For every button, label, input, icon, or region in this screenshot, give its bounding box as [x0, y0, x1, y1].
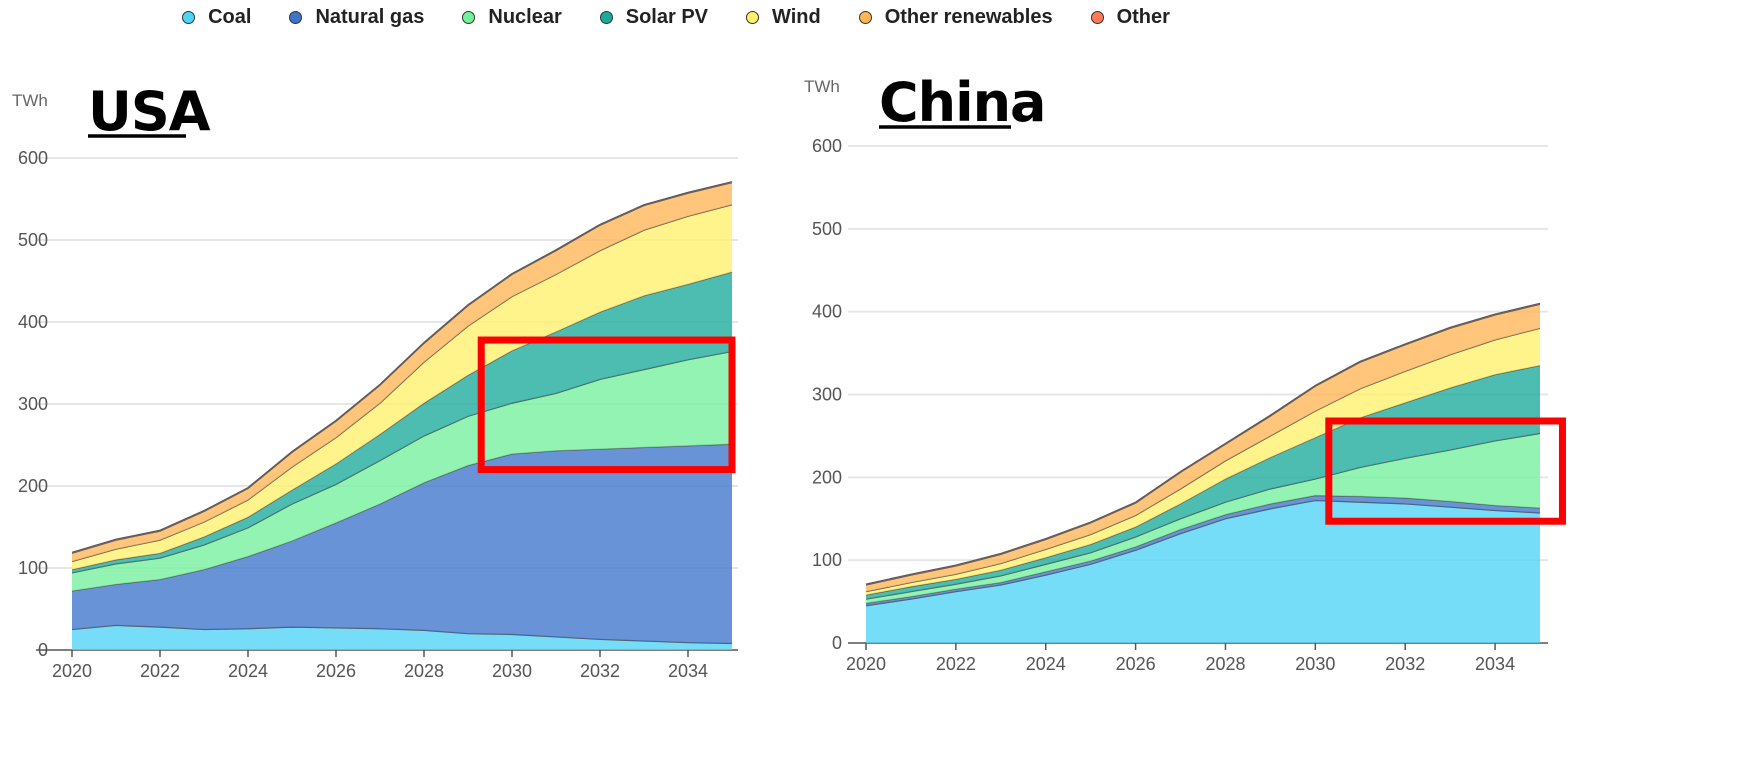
legend-label: Coal: [208, 6, 252, 28]
legend-label: Wind: [772, 6, 821, 28]
legend-item-other[interactable]: Other: [1090, 6, 1170, 29]
area-coal: [72, 625, 732, 650]
y-tick-label: 300: [18, 394, 48, 414]
series-line-other: [865, 302, 1541, 585]
legend-label: Other renewables: [884, 6, 1053, 28]
x-tick-label: 2024: [228, 661, 268, 681]
y-tick-label: 200: [18, 476, 48, 496]
area-solar-pv: [72, 271, 732, 573]
y-tick-label: 500: [812, 219, 842, 239]
chart-usa: 0 100 200 300 400 500 600 2020 2022 2024 2026 2028 2…: [12, 80, 738, 681]
legend-item-wind[interactable]: Wind: [746, 6, 821, 29]
y-tick-label: 400: [812, 302, 842, 322]
x-tick-label: 2032: [580, 661, 620, 681]
x-tick-label: 2020: [52, 661, 92, 681]
legend-swatch: [289, 11, 303, 24]
highlight-box: [477, 336, 736, 474]
y-tick-label: 500: [18, 230, 48, 250]
y-tick-label: 300: [812, 385, 842, 405]
area-other-renewables: [866, 304, 1540, 592]
legend-swatch: [462, 11, 476, 24]
area-wind: [866, 328, 1540, 595]
area-coal: [866, 500, 1540, 643]
area-nuclear: [866, 433, 1540, 604]
legend-swatch: [599, 11, 613, 24]
area-natural-gas: [72, 444, 732, 644]
x-tick-label: 2026: [1116, 654, 1156, 674]
legend-item-other-renewables[interactable]: Other renewables: [858, 6, 1053, 29]
x-tick-label: 2028: [1205, 654, 1245, 674]
legend-label: Other: [1116, 6, 1170, 28]
y-tick-label: 200: [812, 467, 842, 487]
chart-china: 0 100 200 300 400 500 600 2020 2022 2024 2026 2028 2…: [804, 71, 1566, 674]
y-tick-label: 0: [832, 633, 842, 653]
x-tick-label: 2022: [936, 654, 976, 674]
x-tick-label: 2028: [404, 661, 444, 681]
legend-item-natural-gas[interactable]: Natural gas: [289, 6, 424, 29]
y-axis-unit: TWh: [804, 77, 840, 96]
area-wind: [72, 204, 732, 570]
y-axis-unit: TWh: [12, 91, 48, 110]
x-tick-label: 2022: [140, 661, 180, 681]
y-tick-label: 100: [812, 550, 842, 570]
y-tick-label: 0: [38, 640, 48, 660]
legend-item-solar-pv[interactable]: Solar PV: [599, 6, 709, 29]
x-tick-label: 2020: [846, 654, 886, 674]
series-line-other: [71, 181, 733, 554]
legend-item-coal[interactable]: Coal: [182, 6, 251, 29]
legend-label: Natural gas: [315, 6, 425, 28]
legend-label: Nuclear: [488, 6, 562, 28]
area-nuclear: [72, 351, 732, 591]
x-tick-label: 2034: [1475, 654, 1515, 674]
x-tick-label: 2032: [1385, 654, 1425, 674]
y-tick-label: 100: [18, 558, 48, 578]
legend-label: Solar PV: [625, 6, 709, 28]
x-tick-label: 2030: [492, 661, 532, 681]
legend-item-nuclear[interactable]: Nuclear: [462, 6, 562, 29]
x-tick-label: 2026: [316, 661, 356, 681]
area-other-renewables: [72, 182, 732, 562]
x-tick-label: 2030: [1295, 654, 1335, 674]
legend-swatch: [858, 11, 872, 24]
legend-swatch: [746, 11, 760, 24]
y-tick-label: 600: [812, 136, 842, 156]
y-tick-label: 400: [18, 312, 48, 332]
chart-title: USA: [88, 80, 211, 143]
highlight-box: [1325, 417, 1566, 525]
y-tick-label: 600: [18, 148, 48, 168]
legend-swatch: [182, 11, 196, 24]
x-tick-label: 2024: [1026, 654, 1066, 674]
chart-legend: Coal Natural gas Nuclear Solar PV Wind Other …: [0, 6, 1390, 29]
x-tick-label: 2034: [668, 661, 708, 681]
area-natural-gas: [866, 495, 1540, 606]
chart-title: China: [879, 71, 1045, 134]
legend-swatch: [1090, 11, 1104, 24]
